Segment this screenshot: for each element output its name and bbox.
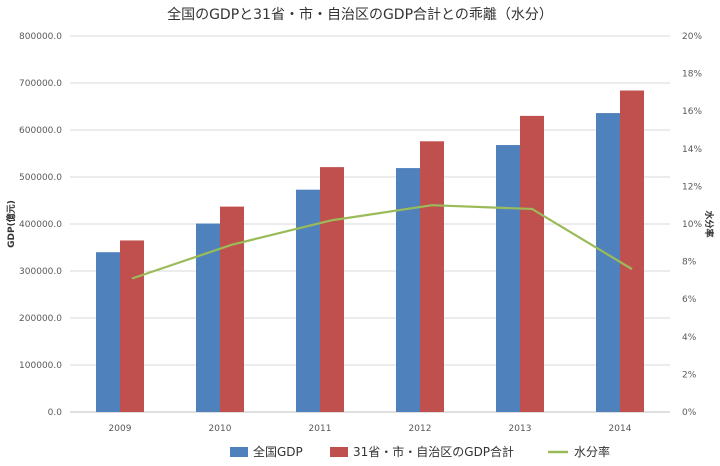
- y-left-tick-label: 300000.0: [19, 267, 62, 277]
- line-series-group: [131, 204, 633, 280]
- y-right-tick-label: 16%: [682, 107, 702, 117]
- y-left-label: GDP(億元): [5, 200, 17, 248]
- right-axis: 0% 2% 4% 6% 8% 10% 12% 14% 16% 18% 20%: [682, 32, 702, 418]
- legend-label: 31省・市・自治区のGDP合計: [353, 444, 514, 459]
- y-left-tick-label: 800000.0: [19, 32, 62, 42]
- bar-national-gdp: [596, 113, 620, 412]
- x-tick-label: 2011: [309, 424, 332, 434]
- x-tick-label: 2009: [109, 424, 132, 434]
- bar-provincial-gdp-total: [520, 115, 544, 413]
- y-right-tick-label: 10%: [682, 220, 702, 230]
- y-right-label: 水分率: [703, 210, 715, 237]
- y-right-tick-label: 18%: [682, 70, 702, 80]
- y-left-tick-label: 500000.0: [19, 173, 62, 183]
- chart-title: 全国のGDPと31省・市・自治区のGDP合計との乖離（水分）: [167, 6, 553, 23]
- bar-provincial-gdp-total: [420, 141, 444, 412]
- y-left-tick-label: 700000.0: [19, 79, 62, 89]
- y-right-tick-label: 2%: [682, 370, 697, 380]
- left-axis: 0.0 100000.0 200000.0 300000.0 400000.0 50000…: [19, 32, 62, 418]
- y-right-tick-label: 12%: [682, 182, 702, 192]
- y-left-tick-label: 100000.0: [19, 361, 62, 371]
- x-tick-label: 2013: [509, 424, 532, 434]
- y-left-tick-label: 600000.0: [19, 126, 62, 136]
- legend-label: 水分率: [574, 444, 610, 459]
- y-right-tick-label: 0%: [682, 408, 697, 418]
- y-right-tick-label: 4%: [682, 333, 697, 343]
- x-tick-label: 2012: [409, 424, 432, 434]
- x-tick-label: 2010: [209, 424, 232, 434]
- bar-provincial-gdp-total: [620, 90, 644, 413]
- legend-swatch: [230, 447, 248, 457]
- y-right-tick-label: 20%: [682, 32, 702, 42]
- bar-national-gdp: [96, 252, 120, 412]
- gridlines: [70, 35, 670, 413]
- legend: 全国GDP 31省・市・自治区のGDP合計 水分率: [230, 444, 610, 459]
- x-tick-label: 2014: [609, 424, 632, 434]
- y-left-tick-label: 0.0: [48, 408, 63, 418]
- legend-label: 全国GDP: [253, 444, 303, 459]
- bar-group: [96, 90, 644, 413]
- bar-provincial-gdp-total: [220, 206, 244, 412]
- y-left-tick-label: 200000.0: [19, 314, 62, 324]
- y-left-tick-label: 400000.0: [19, 220, 62, 230]
- x-axis: 2009 2010 2011 2012 2013 2014: [109, 424, 632, 434]
- y-right-tick-label: 14%: [682, 145, 702, 155]
- bar-provincial-gdp-total: [320, 167, 344, 412]
- legend-swatch: [330, 447, 348, 457]
- y-right-tick-label: 8%: [682, 258, 697, 268]
- line-water-ratio: [131, 204, 633, 280]
- y-right-tick-label: 6%: [682, 295, 697, 305]
- bar-national-gdp: [396, 168, 420, 412]
- bar-national-gdp: [496, 145, 520, 413]
- bar-provincial-gdp-total: [120, 240, 144, 412]
